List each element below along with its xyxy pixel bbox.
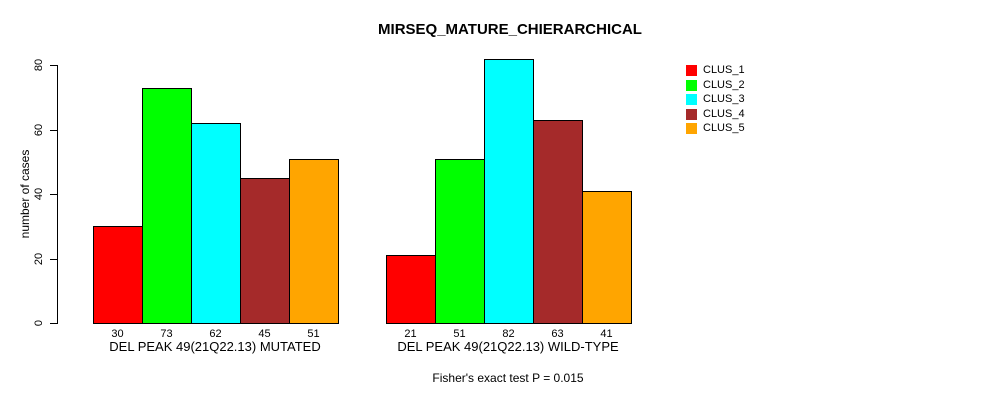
y-tick-label: 60 [33, 123, 45, 136]
legend: CLUS_1 CLUS_2 CLUS_3 CLUS_4 CLUS_5 [686, 65, 745, 138]
y-tick [50, 323, 57, 324]
y-tick-label: 20 [33, 252, 45, 265]
legend-swatch-clus_1 [686, 65, 697, 76]
y-axis-line [57, 65, 58, 324]
legend-label: CLUS_1 [703, 64, 745, 76]
y-tick [50, 258, 57, 260]
y-tick [50, 129, 57, 131]
y-tick [50, 194, 57, 196]
legend-row: CLUS_2 [686, 78, 745, 91]
chart-title: MIRSEQ_MATURE_CHIERARCHICAL [378, 21, 642, 38]
bar-value-label: 30 [111, 328, 124, 340]
bar-clus_4-group2 [533, 120, 583, 324]
legend-label: CLUS_5 [703, 122, 745, 135]
y-tick-label: 40 [33, 188, 45, 201]
legend-label: CLUS_3 [703, 93, 745, 106]
bar-value-label: 21 [404, 328, 417, 340]
bar-clus_4-group1 [240, 178, 290, 324]
legend-swatch-clus_3 [686, 94, 697, 106]
bar-clus_2-group1 [142, 88, 192, 324]
fisher-test-annotation: Fisher's exact test P = 0.015 [432, 371, 584, 385]
bar-value-label: 51 [307, 328, 320, 340]
bar-value-label: 82 [502, 328, 515, 340]
bar-clus_5-group2 [582, 191, 632, 324]
legend-label: CLUS_2 [703, 78, 745, 91]
bar-clus_1-group2 [386, 255, 436, 324]
y-axis-label: number of cases [18, 149, 32, 239]
bar-clus_3-group1 [191, 123, 241, 324]
group-label-wild-type: DEL PEAK 49(21Q22.13) WILD-TYPE [397, 339, 619, 354]
bar-clus_5-group1 [289, 159, 339, 324]
legend-swatch-clus_5 [686, 123, 697, 135]
bar-value-label: 73 [160, 328, 173, 340]
legend-row: CLUS_5 [686, 122, 745, 135]
legend-label: CLUS_4 [703, 107, 745, 120]
legend-swatch-clus_2 [686, 79, 697, 91]
y-tick-label: 0 [33, 319, 45, 327]
y-tick-label: 80 [33, 59, 45, 72]
group-label-mutated: DEL PEAK 49(21Q22.13) MUTATED [109, 339, 321, 354]
bar-value-label: 63 [551, 328, 564, 340]
y-tick [50, 65, 57, 67]
bar-clus_1-group1 [93, 226, 143, 324]
bar-clus_2-group2 [435, 159, 485, 324]
legend-swatch-clus_4 [686, 108, 697, 120]
legend-row: CLUS_1 [686, 65, 745, 76]
bar-value-label: 62 [209, 328, 222, 340]
bar-value-label: 45 [258, 328, 271, 340]
bar-value-label: 41 [600, 328, 613, 340]
bar-value-label: 51 [453, 328, 466, 340]
legend-row: CLUS_3 [686, 93, 745, 106]
bar-clus_3-group2 [484, 59, 534, 324]
legend-row: CLUS_4 [686, 107, 745, 120]
